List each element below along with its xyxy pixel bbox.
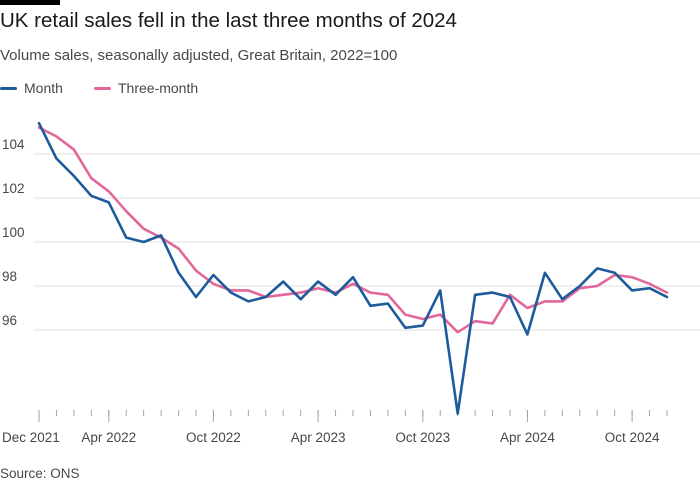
legend-label-month: Month: [24, 80, 63, 96]
y-tick-label-102: 102: [2, 181, 25, 196]
chart-subtitle: Volume sales, seasonally adjusted, Great…: [0, 47, 398, 64]
legend-label-three-month: Three-month: [118, 80, 199, 96]
x-tick-label: Oct 2024: [605, 430, 660, 445]
x-tick-label: Apr 2023: [291, 430, 346, 445]
y-tick-label-100: 100: [2, 225, 25, 240]
x-tick-label: Apr 2022: [81, 430, 136, 445]
chart-title: UK retail sales fell in the last three m…: [0, 9, 457, 32]
x-tick-label: Apr 2024: [500, 430, 555, 445]
y-tick-label-98: 98: [2, 269, 17, 284]
x-tick-label: Oct 2023: [395, 430, 450, 445]
series-line-month: [37, 121, 669, 415]
legend-swatch-three-month: [94, 87, 111, 90]
x-tick-label: Oct 2022: [186, 430, 241, 445]
legend-swatch-month: [0, 87, 17, 90]
brand-bar: [0, 0, 60, 5]
source-note: Source: ONS: [0, 466, 80, 481]
y-tick-label-104: 104: [2, 137, 25, 152]
series-line-three-month: [37, 126, 669, 334]
y-tick-label-96: 96: [2, 313, 17, 328]
x-tick-label: Dec 2021: [2, 430, 60, 445]
